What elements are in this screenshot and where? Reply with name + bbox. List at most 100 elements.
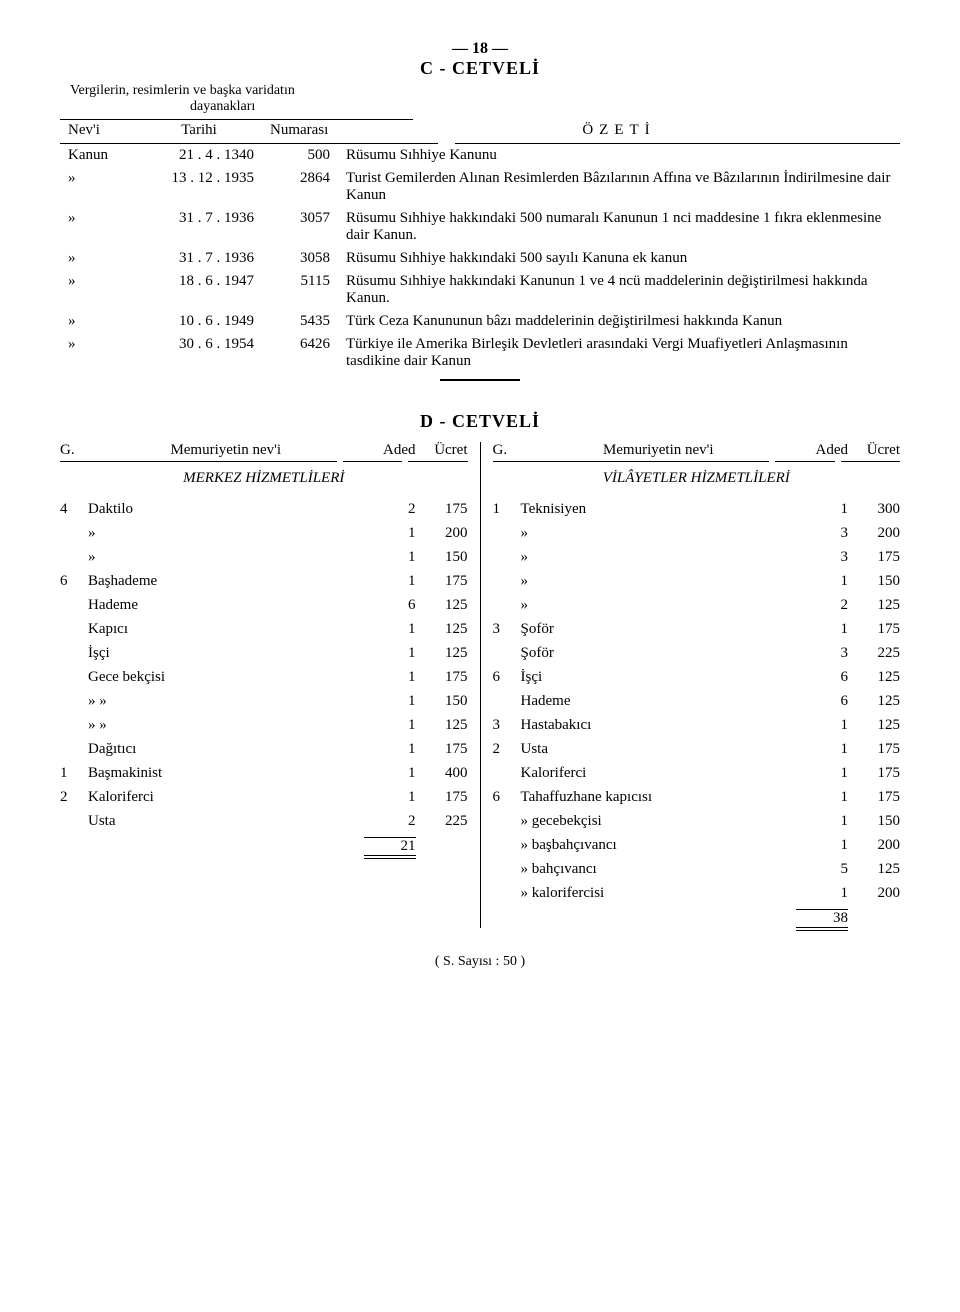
cell-name: Hademe <box>521 689 797 713</box>
cell-ucret: 125 <box>848 593 900 617</box>
cell-nevi: Kanun <box>60 144 136 167</box>
d-right-subhead: VİLÂYETLER HİZMETLİLERİ <box>493 470 901 487</box>
cell-aded: 1 <box>796 833 848 857</box>
list-item: »2125 <box>493 593 901 617</box>
cell-name: » <box>521 593 797 617</box>
list-item: Dağıtıcı1175 <box>60 737 468 761</box>
header-ozeti: ÖZETİ <box>338 120 900 143</box>
cell-name: Kaloriferci <box>88 785 364 809</box>
d-header-name: Memuriyetin nev'i <box>521 442 797 459</box>
cell-name: Dağıtıcı <box>88 737 364 761</box>
cell-aded: 1 <box>364 737 416 761</box>
cell-num: 5115 <box>262 270 338 310</box>
cell-g: 3 <box>493 713 521 737</box>
list-item: »1150 <box>60 545 468 569</box>
cell-aded: 1 <box>364 761 416 785</box>
cell-tarih: 13 . 12 . 1935 <box>136 167 262 207</box>
cell-name: Başmakinist <box>88 761 364 785</box>
cell-ucret: 200 <box>848 521 900 545</box>
cell-ozet: Rüsumu Sıhhiye Kanunu <box>338 144 900 167</box>
list-item: 1Teknisiyen1300 <box>493 497 901 521</box>
list-item: 2Usta1175 <box>493 737 901 761</box>
cell-g <box>60 689 88 713</box>
table-row: »18 . 6 . 19475115Rüsumu Sıhhiye hakkınd… <box>60 270 900 310</box>
cell-g <box>60 665 88 689</box>
header-tarih: Tarihi <box>136 120 262 143</box>
cell-g: 6 <box>60 569 88 593</box>
cell-g <box>493 809 521 833</box>
cell-aded: 6 <box>796 689 848 713</box>
cell-ucret: 125 <box>848 713 900 737</box>
table-row: »31 . 7 . 19363058Rüsumu Sıhhiye hakkınd… <box>60 247 900 270</box>
cell-name: » başbahçıvancı <box>521 833 797 857</box>
cell-g <box>493 593 521 617</box>
cell-num: 500 <box>262 144 338 167</box>
d-header-ucret: Ücret <box>416 442 468 459</box>
cell-aded: 1 <box>364 641 416 665</box>
cell-g <box>493 545 521 569</box>
cell-g: 6 <box>493 785 521 809</box>
cell-aded: 5 <box>796 857 848 881</box>
d-header-ucret: Ücret <box>848 442 900 459</box>
cell-ucret: 150 <box>848 809 900 833</box>
cell-name: » » <box>88 689 364 713</box>
d-left-column: G. Memuriyetin nev'i Aded Ücret MERKEZ H… <box>60 442 481 928</box>
d-left-subhead: MERKEZ HİZMETLİLERİ <box>60 470 468 487</box>
cell-aded: 2 <box>796 593 848 617</box>
cell-name: » bahçıvancı <box>521 857 797 881</box>
cell-aded: 1 <box>796 809 848 833</box>
cell-num: 6426 <box>262 333 338 373</box>
list-item: »1150 <box>493 569 901 593</box>
cell-tarih: 18 . 6 . 1947 <box>136 270 262 310</box>
cell-ucret: 300 <box>848 497 900 521</box>
cell-ozet: Rüsumu Sıhhiye hakkındaki Kanunun 1 ve 4… <box>338 270 900 310</box>
cell-aded: 1 <box>364 521 416 545</box>
cell-g <box>493 857 521 881</box>
cell-aded: 1 <box>364 569 416 593</box>
cell-name: » <box>88 521 364 545</box>
cell-aded: 3 <box>796 521 848 545</box>
list-item: » gecebekçisi1150 <box>493 809 901 833</box>
cell-g <box>60 713 88 737</box>
table-row: Kanun21 . 4 . 1340500Rüsumu Sıhhiye Kanu… <box>60 144 900 167</box>
table-row: »31 . 7 . 19363057Rüsumu Sıhhiye hakkınd… <box>60 207 900 247</box>
list-item: 6Başhademe1175 <box>60 569 468 593</box>
list-item: » başbahçıvancı1200 <box>493 833 901 857</box>
cell-g: 6 <box>493 665 521 689</box>
d-header-g: G. <box>493 442 521 459</box>
cell-ucret: 200 <box>848 881 900 905</box>
cell-ucret: 175 <box>848 617 900 641</box>
table-row: »13 . 12 . 19352864Turist Gemilerden Alı… <box>60 167 900 207</box>
d-header-aded: Aded <box>796 442 848 459</box>
cell-g: 1 <box>60 761 88 785</box>
cell-name: » » <box>88 713 364 737</box>
list-item: 3Şoför1175 <box>493 617 901 641</box>
d-cetveli-wrap: G. Memuriyetin nev'i Aded Ücret MERKEZ H… <box>60 442 900 928</box>
cell-ucret: 150 <box>848 569 900 593</box>
cell-aded: 1 <box>796 737 848 761</box>
list-item: » kalorifercisi1200 <box>493 881 901 905</box>
list-item: »3200 <box>493 521 901 545</box>
list-item: 4Daktilo2175 <box>60 497 468 521</box>
cell-ucret: 175 <box>416 665 468 689</box>
list-item: Şoför3225 <box>493 641 901 665</box>
cell-aded: 1 <box>364 785 416 809</box>
cell-tarih: 31 . 7 . 1936 <box>136 247 262 270</box>
d-header-name: Memuriyetin nev'i <box>88 442 364 459</box>
cell-nevi: » <box>60 207 136 247</box>
cell-ozet: Türkiye ile Amerika Birleşik Devletleri … <box>338 333 900 373</box>
d-header-g: G. <box>60 442 88 459</box>
list-item: 6Tahaffuzhane kapıcısı1175 <box>493 785 901 809</box>
list-item: » »1150 <box>60 689 468 713</box>
cell-ucret: 150 <box>416 545 468 569</box>
list-item: Kaloriferci1175 <box>493 761 901 785</box>
cell-ucret: 150 <box>416 689 468 713</box>
header-nevi: Nev'i <box>60 120 136 143</box>
cell-ucret: 175 <box>416 569 468 593</box>
cell-ucret: 200 <box>416 521 468 545</box>
cell-aded: 1 <box>796 617 848 641</box>
cell-g: 2 <box>493 737 521 761</box>
cell-name: Gece bekçisi <box>88 665 364 689</box>
c-cetveli-table: Nev'i Tarihi Numarası ÖZETİ Kanun21 . 4 … <box>60 119 900 373</box>
cell-ucret: 125 <box>848 665 900 689</box>
